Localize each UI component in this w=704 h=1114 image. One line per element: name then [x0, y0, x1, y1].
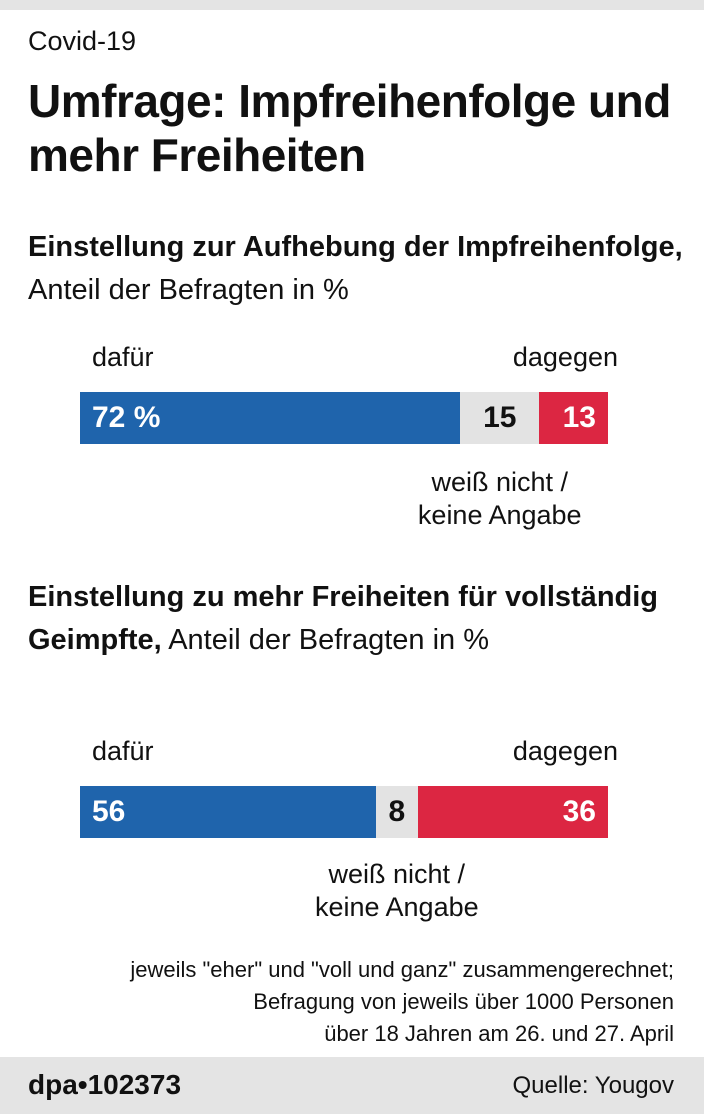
- top-bar: [0, 0, 704, 10]
- footnote: jeweils "eher" und "voll und ganz" zusam…: [130, 954, 674, 1050]
- footer: dpa•102373 Quelle: Yougov: [0, 1057, 704, 1114]
- kicker: Covid-19: [28, 26, 137, 56]
- chart-2-label-unknown: weiß nicht / keine Angabe: [267, 858, 527, 924]
- chart-1-segment-unknown: [460, 392, 540, 444]
- chart-2-label-for: dafür: [92, 736, 154, 766]
- footnote-line-2: Befragung von jeweils über 1000 Personen: [253, 989, 674, 1014]
- source-label: Quelle: Yougov: [512, 1072, 674, 1099]
- chart-2-label-against: dagegen: [512, 736, 618, 766]
- chart-2-value-for: 56: [92, 795, 126, 828]
- chart-2-bar: 56 8 36: [80, 786, 608, 838]
- chart-2-title-bold: Einstellung zu mehr Freiheiten für volls…: [28, 581, 659, 656]
- chart-1-label-for: dafür: [92, 342, 154, 372]
- chart-2-title: Einstellung zu mehr Freiheiten für volls…: [28, 576, 688, 662]
- chart-1-segment-against: [539, 392, 608, 444]
- chart-1-title: Einstellung zur Aufhebung der Impfreihen…: [28, 226, 688, 312]
- chart-1-value-for: 72 %: [92, 401, 161, 434]
- chart-2-segment-for: [80, 786, 376, 838]
- chart-1-label-unknown: weiß nicht / keine Angabe: [370, 466, 630, 532]
- chart-1-value-against: 13: [562, 401, 596, 434]
- footnote-line-1: jeweils "eher" und "voll und ganz" zusam…: [130, 957, 674, 982]
- page-title: Umfrage: Impfreihenfolge und mehr Freihe…: [28, 75, 671, 181]
- chart-1-label-unknown-line1: weiß nicht /: [431, 467, 569, 497]
- chart-1-value-unknown: 15: [483, 401, 517, 434]
- chart-2-value-against: 36: [562, 795, 596, 828]
- chart-2-segment-unknown: [375, 786, 418, 838]
- chart-1-title-rest: Anteil der Befragten in %: [28, 274, 349, 306]
- chart-2-label-unknown-line2: keine Angabe: [314, 892, 479, 922]
- chart-1-bar: 72 % 15 13: [80, 392, 608, 444]
- chart-2-title-rest: Anteil der Befragten in %: [161, 624, 490, 656]
- chart-1-label-against: dagegen: [512, 342, 618, 372]
- chart-1-title-bold: Einstellung zur Aufhebung der Impfreihen…: [28, 231, 683, 263]
- chart-1-segment-for: [80, 392, 461, 444]
- chart-2-segment-against: [417, 786, 608, 838]
- chart-2-value-unknown: 8: [388, 795, 406, 828]
- chart-2-label-unknown-line1: weiß nicht /: [328, 859, 466, 889]
- chart-1-label-unknown-line2: keine Angabe: [417, 500, 582, 530]
- dpa-logo: dpa•102373: [28, 1069, 182, 1100]
- footnote-line-3: über 18 Jahren am 26. und 27. April: [324, 1021, 674, 1046]
